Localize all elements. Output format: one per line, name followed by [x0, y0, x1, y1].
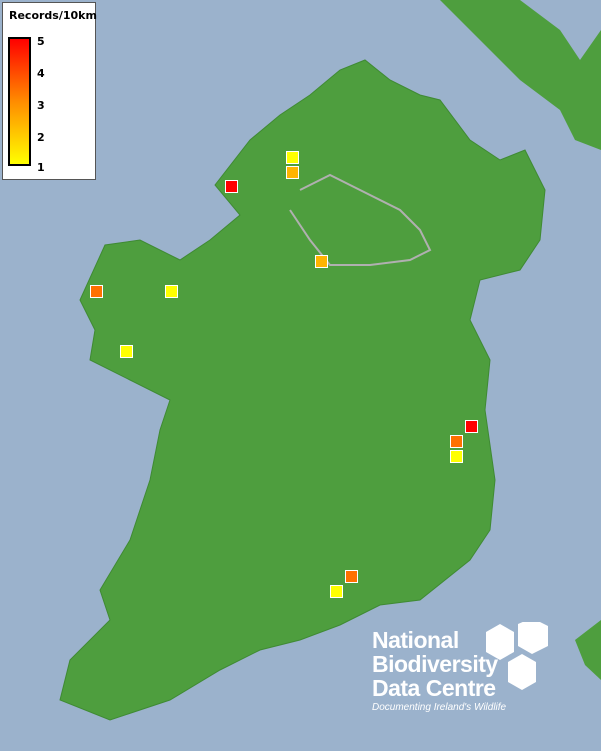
- record-square[interactable]: [286, 151, 299, 164]
- legend-tick: 4: [37, 67, 45, 80]
- wales-landmass: [575, 620, 601, 680]
- legend-tick: 1: [37, 161, 45, 174]
- record-square[interactable]: [315, 255, 328, 268]
- record-square[interactable]: [450, 450, 463, 463]
- record-square[interactable]: [345, 570, 358, 583]
- record-square[interactable]: [465, 420, 478, 433]
- legend-tick: 2: [37, 131, 45, 144]
- legend-tick: 3: [37, 99, 45, 112]
- record-square[interactable]: [120, 345, 133, 358]
- record-square[interactable]: [165, 285, 178, 298]
- record-square[interactable]: [286, 166, 299, 179]
- record-square[interactable]: [225, 180, 238, 193]
- ireland-landmass: [59, 59, 546, 721]
- record-square[interactable]: [90, 285, 103, 298]
- nbdc-logo: National Biodiversity Data Centre Docume…: [372, 622, 548, 713]
- record-square[interactable]: [330, 585, 343, 598]
- legend-title: Records/10km: [9, 9, 97, 22]
- legend-tick: 5: [37, 35, 45, 48]
- logo-hexagons-icon: [486, 622, 548, 690]
- legend-color-scale: [8, 37, 31, 166]
- map-legend: Records/10km 5 4 3 2 1: [2, 2, 97, 180]
- record-square[interactable]: [450, 435, 463, 448]
- scotland-landmass: [440, 0, 601, 150]
